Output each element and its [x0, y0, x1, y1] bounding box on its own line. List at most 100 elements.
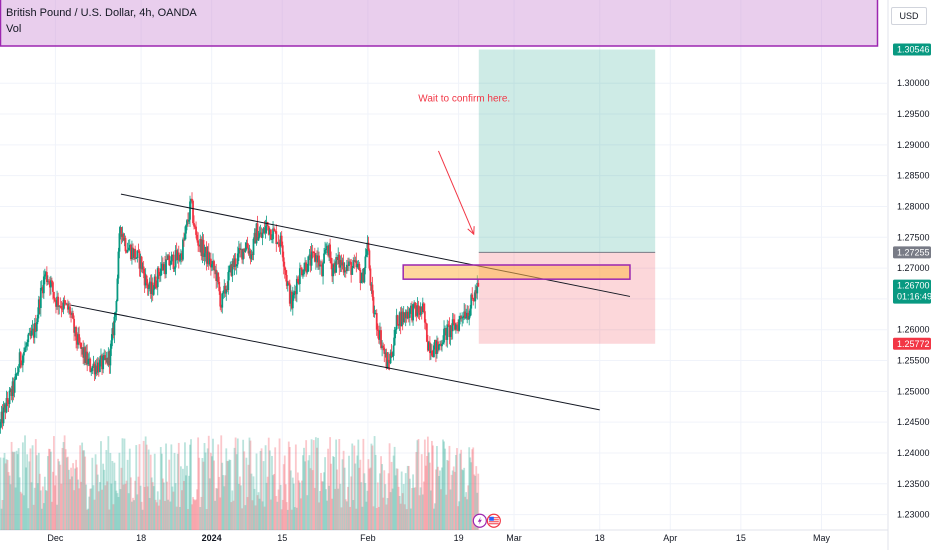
candle-body: [65, 303, 68, 305]
volume-bar: [107, 436, 110, 530]
volume-bar: [253, 488, 256, 530]
candle-body: [34, 323, 37, 332]
volume-bar: [362, 438, 365, 530]
volume-bar: [72, 463, 74, 530]
volume-bar: [352, 500, 355, 530]
volume-bar: [233, 447, 236, 530]
candle-body: [425, 323, 428, 342]
candle-body: [211, 264, 213, 268]
candle-body: [203, 253, 206, 257]
volume-bar: [373, 436, 376, 530]
volume-bar: [344, 499, 347, 530]
candle-body: [382, 345, 385, 348]
candle-body: [117, 251, 120, 279]
candles: [0, 192, 480, 434]
volume-bar: [394, 475, 397, 530]
candle-body: [297, 281, 300, 285]
candle-body: [265, 222, 268, 227]
volume-bar: [59, 464, 62, 530]
volume-bar: [68, 469, 70, 530]
volume-bar: [74, 468, 76, 530]
volume-bar: [152, 486, 155, 530]
candle-body: [0, 411, 3, 422]
candle-body: [50, 280, 52, 288]
price-badge-value: 1.30546: [897, 45, 930, 55]
candle-body: [4, 404, 7, 413]
volume-bar: [65, 457, 68, 530]
candle-body: [473, 299, 476, 302]
flag-canton: [489, 516, 494, 521]
candle-body: [55, 300, 57, 307]
candle-body: [128, 244, 131, 248]
candle-body: [308, 254, 311, 257]
currency-button[interactable]: USD: [891, 7, 927, 25]
volume-bar: [86, 509, 89, 530]
volume-bar: [331, 498, 334, 530]
volume-bar: [203, 443, 206, 530]
candle-body: [92, 363, 95, 367]
volume-bar: [174, 483, 177, 530]
y-tick-label: 1.29000: [897, 140, 930, 150]
volume-bar: [443, 441, 445, 530]
candle-body: [442, 342, 444, 345]
candle-body: [5, 398, 8, 413]
volume-bar: [472, 447, 475, 530]
volume-bar: [256, 495, 259, 530]
volume-bar: [269, 499, 272, 530]
candle-body: [234, 258, 237, 267]
candle-body: [187, 220, 189, 222]
volume-bar: [288, 447, 291, 530]
volume-bar: [357, 439, 360, 530]
volume-bar: [237, 483, 240, 530]
candle-body: [147, 288, 150, 289]
volume-bar: [321, 481, 323, 530]
volume-bar: [125, 480, 128, 530]
candle-body: [362, 272, 365, 283]
x-tick-label: 18: [136, 533, 146, 543]
volume-bar: [384, 484, 387, 530]
y-tick-label: 1.24500: [897, 417, 930, 427]
y-tick-label: 1.30000: [897, 78, 930, 88]
volume-bar: [32, 504, 35, 530]
candle-body: [436, 341, 438, 354]
volume-bar: [77, 479, 80, 530]
volume-bar: [222, 475, 225, 530]
volume-bar: [140, 501, 143, 530]
volume-bar: [261, 501, 264, 530]
volume-bar: [421, 494, 424, 530]
candle-body: [165, 259, 167, 275]
candle-body: [445, 328, 448, 340]
candle-body: [102, 356, 105, 370]
volume-bar: [45, 490, 48, 530]
volume-bar: [14, 487, 17, 530]
candle-body: [193, 223, 195, 227]
candle-body: [20, 362, 23, 366]
price-badge-value: 1.25772: [897, 339, 930, 349]
candle-body: [1, 411, 4, 424]
candle-body: [154, 276, 157, 288]
candle-body: [412, 304, 414, 321]
volume-bar: [456, 448, 458, 530]
candle-body: [334, 263, 337, 273]
candle-body: [252, 238, 255, 256]
candle-body: [166, 259, 169, 261]
volume-bar: [380, 456, 382, 530]
volume-bar: [273, 473, 276, 530]
volume-bar: [369, 467, 372, 530]
price-badge: 1.27255: [893, 246, 931, 259]
candle-body: [433, 345, 435, 358]
volume-bar: [94, 454, 97, 530]
volume-bar: [463, 467, 466, 530]
volume-bar: [9, 484, 12, 530]
candle-body: [300, 268, 303, 276]
candle-body: [135, 257, 138, 259]
volume-bar: [283, 455, 286, 530]
candle-body: [309, 254, 312, 266]
volume-bar: [13, 451, 16, 530]
candle-body: [394, 329, 397, 331]
candle-body: [213, 261, 215, 270]
volume-bar: [1, 500, 4, 530]
candle-body: [375, 313, 378, 330]
